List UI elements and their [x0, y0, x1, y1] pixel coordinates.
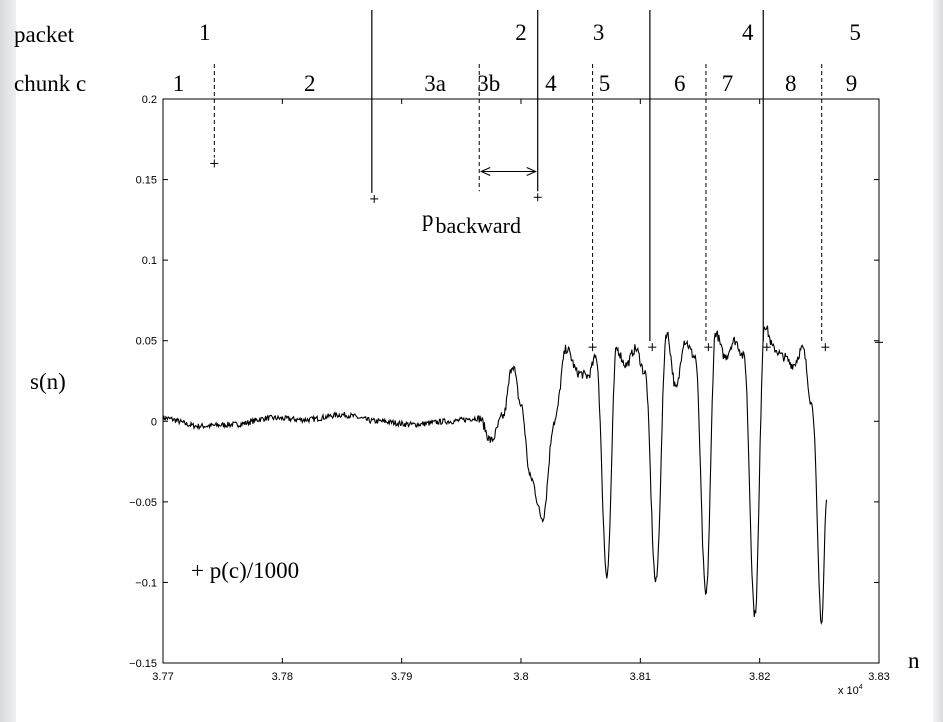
chunk-number: 5	[599, 71, 611, 96]
background-edge-right	[933, 0, 943, 722]
signal-group	[162, 325, 828, 626]
y-axis-label: s(n)	[30, 369, 66, 394]
y-tick-label: −0.1	[135, 577, 157, 589]
x-axis-label: n	[908, 648, 920, 673]
chunk-number: 1	[173, 71, 185, 96]
arrow-head-left	[480, 167, 491, 176]
plus-marker	[533, 193, 542, 202]
packet-number: 5	[849, 20, 861, 45]
signal-line	[162, 325, 828, 626]
arrow-head-right	[526, 167, 537, 176]
plus-marker	[210, 159, 219, 168]
packet-number: 3	[593, 20, 605, 45]
y-tick-label: 0	[151, 416, 157, 428]
plus-marker	[875, 338, 883, 347]
packet-number: 2	[515, 20, 527, 45]
x-exponent-label: x 104	[838, 684, 863, 697]
x-tick-label: 3.77	[152, 671, 173, 683]
y-tick-label: 0.1	[142, 255, 157, 267]
x-tick-label: 3.82	[749, 671, 770, 683]
x-tick-label: 3.78	[272, 671, 293, 683]
background-edge-left	[0, 0, 16, 722]
plus-marker	[762, 343, 771, 352]
y-tick-label: 0.05	[136, 336, 157, 348]
chunk-number: 3b	[477, 71, 500, 96]
x-tick-label: 3.81	[630, 671, 651, 683]
chunk-row-label: chunk c	[14, 71, 86, 96]
chunk-number: 2	[304, 71, 316, 96]
plus-marker	[821, 343, 830, 352]
x-tick-label: 3.8	[513, 671, 528, 683]
tick-group: 3.77 3.78 3.79 3.8 3.81 3.82 3.83 −0.15 −0.1 −0.0…	[129, 94, 890, 683]
y-tick-label: −0.15	[129, 658, 157, 670]
chunk-number: 4	[545, 71, 557, 96]
boundary-lines-group	[213, 10, 823, 342]
packet-number: 1	[199, 20, 211, 45]
plus-marker	[370, 194, 379, 203]
axis-labels-group: s(n) n x 104 + p(c)/1000 pbackward	[30, 206, 920, 697]
y-tick-label: −0.05	[129, 497, 157, 509]
chunk-number: 6	[674, 71, 686, 96]
chunk-number: 7	[722, 71, 734, 96]
x-tick-label: 3.79	[391, 671, 412, 683]
plus-marker	[588, 343, 597, 352]
annotation-rows-group: packet chunk c 1 2 3 4 5 1 2 3a 3b 4 5 6 7 8 9	[14, 20, 861, 96]
packet-row-label: packet	[14, 22, 75, 47]
chunk-number: 3a	[424, 71, 446, 96]
chunk-number: 9	[846, 71, 858, 96]
packet-number: 4	[742, 20, 754, 45]
chunk-number: 8	[785, 71, 797, 96]
plus-marker	[648, 343, 657, 352]
y-tick-label: 0.2	[142, 94, 157, 106]
plus-marker	[704, 343, 713, 352]
p-backward-label: pbackward	[422, 206, 521, 238]
backward-arrow-group	[480, 167, 537, 176]
marker-group	[210, 159, 883, 352]
x-tick-label: 3.83	[868, 671, 889, 683]
y-tick-label: 0.15	[136, 175, 157, 187]
marker-legend: + p(c)/1000	[191, 558, 299, 583]
